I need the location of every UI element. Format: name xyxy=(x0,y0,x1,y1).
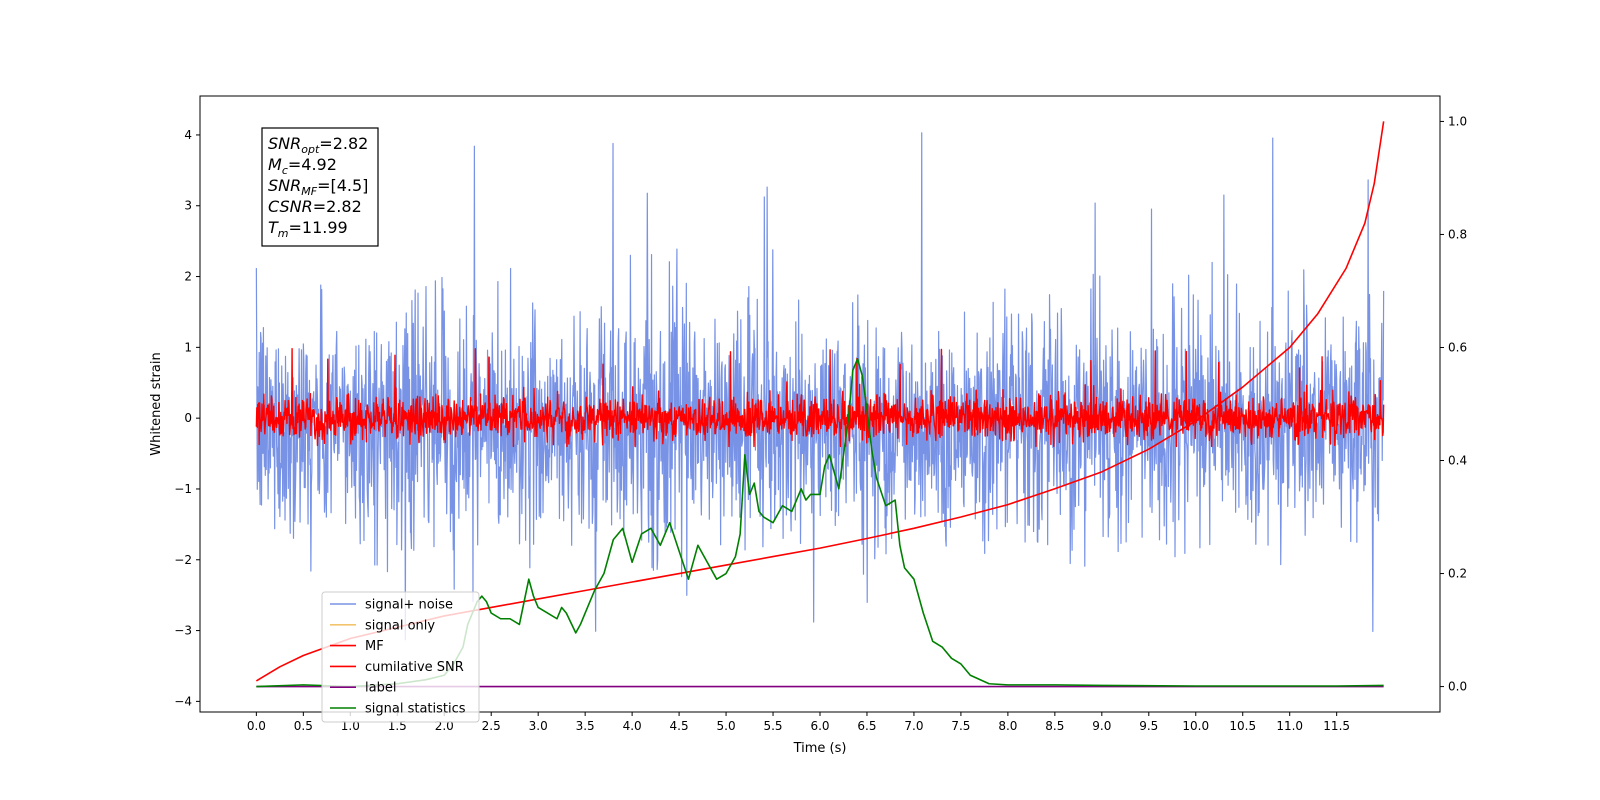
y-tick-label: −4 xyxy=(174,694,192,708)
legend-label: label xyxy=(365,681,396,696)
series-line-signal-noise xyxy=(255,132,1385,641)
y2-tick-label: 0.4 xyxy=(1448,454,1467,468)
y2-tick-label: 0.0 xyxy=(1448,680,1467,694)
legend-label: signal statistics xyxy=(365,702,466,717)
annotation-line: CSNR=2.82 xyxy=(268,197,362,216)
x-tick-label: 8.5 xyxy=(1045,719,1064,733)
x-tick-label: 11.5 xyxy=(1323,719,1350,733)
y-tick-label: 1 xyxy=(184,340,192,354)
y-tick-label: −1 xyxy=(174,482,192,496)
annotation-frame xyxy=(261,127,379,247)
x-tick-label: 4.0 xyxy=(623,719,642,733)
annotation-line: Mc=4.92 xyxy=(268,155,337,177)
x-tick-label: 8.0 xyxy=(998,719,1017,733)
legend-label: signal only xyxy=(365,618,435,633)
x-tick-label: 10.0 xyxy=(1182,719,1209,733)
legend: signal+ noise signal only MF cumilative SNR… xyxy=(321,591,480,723)
y-tick-label: 3 xyxy=(184,199,192,213)
y-tick-label: −3 xyxy=(174,624,192,638)
annotation-line: Tm=11.99 xyxy=(268,218,348,240)
x-tick-label: 7.0 xyxy=(904,719,923,733)
x-tick-label: 3.0 xyxy=(529,719,548,733)
x-tick-label: 10.5 xyxy=(1229,719,1256,733)
series-line-mf xyxy=(255,347,1385,448)
legend-label: signal+ noise xyxy=(365,598,453,613)
x-tick-label: 6.0 xyxy=(810,719,829,733)
x-tick-label: 0.0 xyxy=(247,719,266,733)
x-tick-label: 11.0 xyxy=(1276,719,1303,733)
plot-frame xyxy=(199,95,1441,713)
y2-tick-label: 1.0 xyxy=(1448,114,1467,128)
x-tick-label: 2.5 xyxy=(482,719,501,733)
x-tick-label: 5.0 xyxy=(717,719,736,733)
y-tick-label: 4 xyxy=(184,128,192,142)
y2-tick-label: 0.6 xyxy=(1448,340,1467,354)
y-tick-label: 2 xyxy=(184,270,192,284)
y2-tick-label: 0.8 xyxy=(1448,227,1467,241)
legend-label: cumilative SNR xyxy=(365,660,464,675)
x-axis-label: Time (s) xyxy=(793,741,847,756)
x-tick-label: 0.5 xyxy=(294,719,313,733)
y-tick-label: −2 xyxy=(174,553,192,567)
x-tick-label: 5.5 xyxy=(763,719,782,733)
legend-frame xyxy=(321,591,480,723)
series-line-signal-statistics xyxy=(256,357,1384,688)
y-tick-label: 0 xyxy=(184,411,192,425)
annotation-line: SNRopt=2.82 xyxy=(268,134,368,156)
x-tick-label: 9.5 xyxy=(1139,719,1158,733)
annotation-line: SNRMF=[4.5] xyxy=(268,176,368,198)
x-tick-label: 3.5 xyxy=(576,719,595,733)
x-tick-label: 9.0 xyxy=(1092,719,1111,733)
y-axis-label: Whitened strain xyxy=(149,352,164,455)
x-tick-label: 6.5 xyxy=(857,719,876,733)
y2-tick-label: 0.2 xyxy=(1448,567,1467,581)
x-tick-label: 4.5 xyxy=(670,719,689,733)
legend-label: MF xyxy=(365,639,384,654)
x-tick-label: 7.5 xyxy=(951,719,970,733)
